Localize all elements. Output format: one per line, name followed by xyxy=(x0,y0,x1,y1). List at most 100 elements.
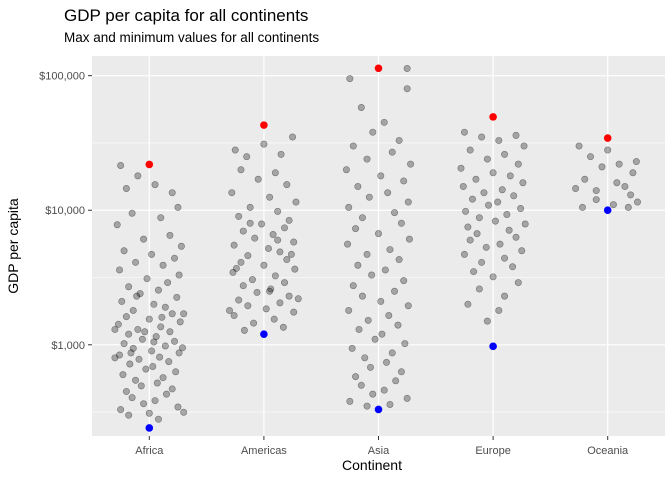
data-point xyxy=(129,306,137,314)
extreme-points xyxy=(145,64,612,432)
data-point xyxy=(230,241,238,249)
data-point xyxy=(349,142,357,150)
min-point xyxy=(145,424,154,432)
y-tick-label: $1,000 xyxy=(51,340,85,352)
data-point xyxy=(156,353,164,361)
data-point xyxy=(140,400,148,408)
data-point xyxy=(403,65,411,73)
data-point xyxy=(128,209,136,217)
data-point xyxy=(480,189,488,197)
data-point xyxy=(279,323,287,331)
x-tick-label: Africa xyxy=(135,445,164,457)
data-point xyxy=(386,246,394,254)
min-point xyxy=(260,330,268,338)
data-point xyxy=(125,283,133,291)
data-point xyxy=(365,193,373,201)
data-point xyxy=(174,203,182,211)
data-point xyxy=(348,344,356,352)
data-point xyxy=(132,376,140,384)
min-point xyxy=(489,342,497,351)
data-point xyxy=(173,293,181,301)
data-point xyxy=(358,214,366,222)
data-point xyxy=(125,411,133,419)
data-point xyxy=(404,198,412,206)
data-point xyxy=(140,235,148,243)
data-point xyxy=(148,250,156,258)
data-point xyxy=(520,142,528,150)
data-point xyxy=(230,312,238,320)
data-point xyxy=(378,330,386,338)
data-point xyxy=(289,133,297,141)
data-point xyxy=(175,349,183,357)
data-point xyxy=(354,261,362,269)
chart-title: GDP per capita for all continents xyxy=(64,6,308,25)
data-point xyxy=(180,310,188,318)
data-point xyxy=(274,236,282,244)
x-tick-label: Americas xyxy=(241,445,287,457)
data-point xyxy=(145,315,153,323)
data-point xyxy=(122,185,130,193)
data-point xyxy=(141,328,149,336)
data-point xyxy=(116,351,124,359)
x-axis: Africa Americas Asia Europe Oceania xyxy=(135,436,629,457)
data-point xyxy=(129,344,137,352)
data-point xyxy=(615,160,623,168)
data-point xyxy=(598,163,606,171)
data-point xyxy=(179,344,187,352)
data-point xyxy=(266,287,274,295)
x-tick-label: Asia xyxy=(368,445,390,457)
data-point xyxy=(237,166,245,174)
data-point xyxy=(161,342,169,350)
data-point xyxy=(117,161,125,169)
data-point xyxy=(397,219,405,227)
data-point xyxy=(157,323,165,331)
data-point xyxy=(632,158,640,166)
data-point xyxy=(478,258,486,266)
data-point xyxy=(478,133,486,141)
data-point xyxy=(119,371,127,379)
data-point xyxy=(125,330,133,338)
data-point xyxy=(151,181,159,189)
data-point xyxy=(171,337,179,345)
data-point xyxy=(460,128,468,136)
data-point xyxy=(138,335,146,343)
data-point xyxy=(271,272,279,280)
data-point xyxy=(239,282,247,290)
data-point xyxy=(243,153,251,161)
data-point xyxy=(498,186,506,194)
data-point xyxy=(229,268,237,276)
data-point xyxy=(180,408,188,416)
data-point xyxy=(363,155,371,163)
data-point xyxy=(475,285,483,293)
data-point xyxy=(260,261,268,269)
chart-subtitle: Max and minimum values for all continent… xyxy=(64,30,319,45)
data-point xyxy=(254,175,262,183)
data-point xyxy=(260,140,268,148)
data-point xyxy=(266,193,274,201)
data-point xyxy=(283,181,291,189)
data-point xyxy=(122,313,130,321)
data-point xyxy=(363,402,371,410)
data-point xyxy=(385,312,393,320)
data-point xyxy=(517,205,525,213)
data-point xyxy=(232,264,240,272)
y-axis-title: GDP per capita xyxy=(5,198,21,294)
data-point xyxy=(368,271,376,279)
data-point xyxy=(342,166,350,174)
data-point xyxy=(483,317,491,325)
data-point xyxy=(352,373,360,381)
data-point xyxy=(154,415,162,423)
data-point xyxy=(285,216,293,224)
data-point xyxy=(251,234,259,242)
data-point xyxy=(460,250,468,258)
y-tick-label: $100,000 xyxy=(39,71,85,83)
max-point xyxy=(145,160,154,169)
data-point xyxy=(161,303,169,311)
data-point xyxy=(462,207,470,215)
data-point xyxy=(392,377,400,385)
data-point xyxy=(371,335,379,343)
data-point xyxy=(145,409,153,417)
data-point xyxy=(503,210,511,218)
data-point xyxy=(491,217,499,225)
data-point xyxy=(403,85,411,93)
